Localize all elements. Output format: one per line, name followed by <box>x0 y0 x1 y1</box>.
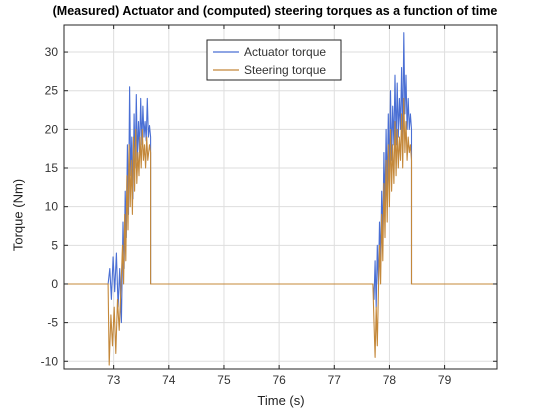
x-tick-label: 78 <box>383 373 397 387</box>
y-tick-label: 0 <box>51 277 58 291</box>
y-tick-label: 20 <box>45 122 59 136</box>
x-tick-label: 76 <box>272 373 286 387</box>
y-tick-label: 5 <box>51 238 58 252</box>
plot-frame <box>63 24 498 370</box>
x-tick-label: 74 <box>162 373 176 387</box>
legend-label-2: Steering torque <box>244 63 326 77</box>
x-tick-label: 75 <box>217 373 231 387</box>
legend-label-1: Actuator torque <box>244 45 326 59</box>
y-tick-label: -5 <box>47 316 58 330</box>
x-tick-label: 79 <box>438 373 452 387</box>
legend-box <box>206 39 342 81</box>
chart-title: (Measured) Actuator and (computed) steer… <box>52 4 498 18</box>
y-tick-label: 25 <box>45 84 59 98</box>
x-tick-label: 73 <box>107 373 121 387</box>
y-tick-label: 30 <box>45 45 59 59</box>
y-tick-label: 10 <box>45 200 59 214</box>
x-axis-label: Time (s) <box>257 393 305 408</box>
x-tick-label: 77 <box>328 373 342 387</box>
y-tick-label: 15 <box>45 161 59 175</box>
y-tick-label: -10 <box>41 354 59 368</box>
plot-area <box>64 25 497 369</box>
series-line-2 <box>64 97 497 366</box>
